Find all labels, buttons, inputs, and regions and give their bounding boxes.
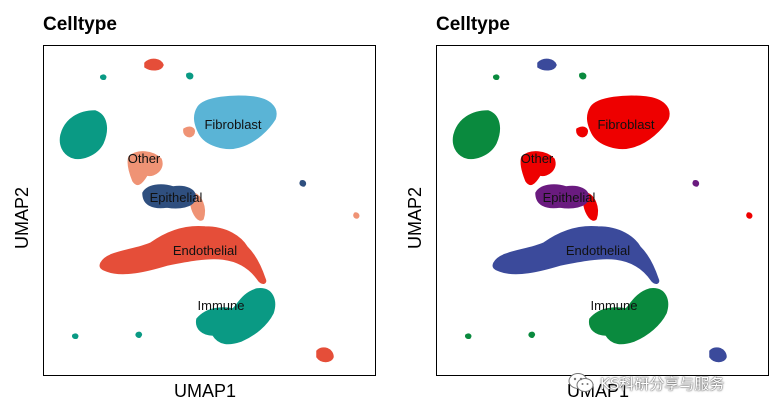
plot-frame — [436, 45, 769, 376]
cluster-label-immune: Immune — [591, 298, 638, 313]
chart-title: Celltype — [436, 14, 510, 35]
cluster-immune — [528, 331, 535, 338]
cluster-immune — [100, 74, 107, 80]
cluster-other — [576, 126, 589, 138]
cluster-other — [353, 212, 360, 219]
cluster-label-other: Other — [128, 151, 161, 166]
umap-scatter: Fibroblast Other Epithelial Endothelial Immu… — [452, 58, 753, 363]
cluster-other — [127, 151, 163, 186]
cluster-immune — [452, 110, 501, 159]
watermark: KS科研分享与服务 — [568, 372, 724, 394]
umap-scatter: Fibroblast Other Epithelial Endothelial Immu… — [59, 58, 360, 363]
cluster-immune — [493, 74, 500, 80]
cluster-label-epithelial: Epithelial — [543, 190, 596, 205]
cluster-immune — [579, 72, 587, 80]
chart-title: Celltype — [43, 14, 117, 35]
cluster-label-other: Other — [521, 151, 554, 166]
cluster-immune — [588, 288, 669, 345]
cluster-other — [520, 151, 556, 186]
cluster-immune — [195, 288, 276, 345]
cluster-endothelial — [99, 225, 267, 284]
cluster-fibroblast — [194, 95, 277, 149]
cluster-immune — [135, 331, 142, 338]
cluster-endothelial — [709, 347, 727, 363]
cluster-epithelial — [535, 184, 589, 209]
cluster-endothelial — [492, 225, 660, 284]
cluster-label-epithelial: Epithelial — [150, 190, 203, 205]
cluster-other — [746, 212, 753, 219]
cluster-other — [183, 126, 196, 138]
cluster-epithelial — [299, 180, 307, 187]
cluster-immune — [465, 333, 472, 339]
cluster-immune — [186, 72, 194, 80]
cluster-endothelial — [144, 58, 164, 71]
cluster-immune — [59, 110, 108, 159]
cluster-fibroblast — [587, 95, 670, 149]
cluster-label-fibroblast: Fibroblast — [597, 117, 654, 132]
cluster-epithelial — [142, 184, 196, 209]
cluster-label-fibroblast: Fibroblast — [204, 117, 261, 132]
y-axis-title: UMAP2 — [405, 186, 425, 249]
cluster-label-endothelial: Endothelial — [566, 243, 630, 258]
watermark-text: KS科研分享与服务 — [600, 374, 725, 393]
cluster-endothelial — [537, 58, 557, 71]
wechat-icon — [568, 372, 594, 394]
cluster-endothelial — [316, 347, 334, 363]
plot-frame — [43, 45, 376, 376]
cluster-label-endothelial: Endothelial — [173, 243, 237, 258]
x-axis-title: UMAP1 — [174, 381, 237, 401]
cluster-immune — [72, 333, 79, 339]
y-axis-title: UMAP2 — [12, 186, 32, 249]
cluster-label-immune: Immune — [198, 298, 245, 313]
cluster-epithelial — [692, 180, 700, 187]
